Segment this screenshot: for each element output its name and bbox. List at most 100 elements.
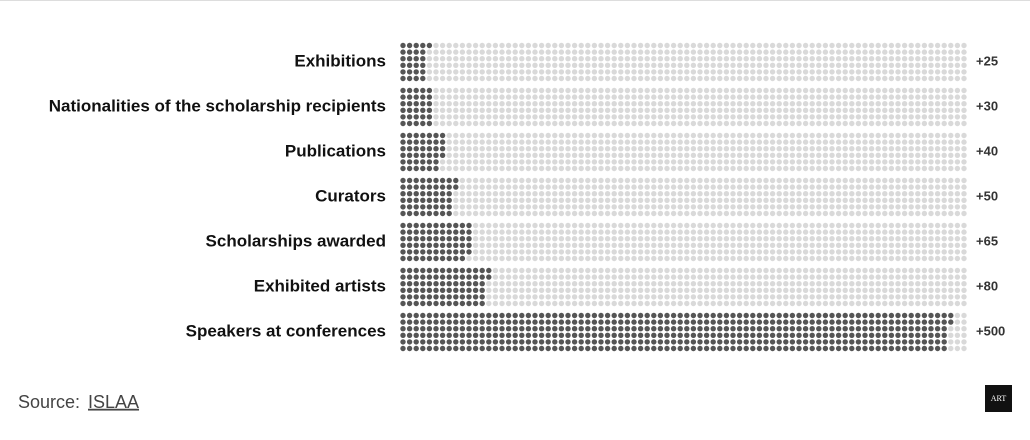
empty-dot bbox=[750, 281, 756, 287]
empty-dot bbox=[552, 146, 558, 152]
empty-dot bbox=[934, 287, 941, 293]
filled-dot bbox=[413, 120, 419, 127]
empty-dot bbox=[710, 191, 716, 197]
empty-dot bbox=[637, 267, 644, 274]
empty-dot bbox=[756, 101, 763, 107]
empty-dot bbox=[446, 152, 452, 158]
empty-dot bbox=[802, 255, 809, 262]
empty-dot bbox=[492, 274, 499, 280]
filled-dot bbox=[545, 345, 551, 352]
filled-dot bbox=[578, 312, 584, 319]
empty-dot bbox=[888, 49, 895, 55]
empty-dot bbox=[835, 177, 842, 184]
empty-dot bbox=[802, 300, 809, 307]
empty-dot bbox=[908, 146, 914, 152]
empty-dot bbox=[519, 236, 525, 242]
empty-dot bbox=[585, 236, 591, 242]
empty-dot bbox=[538, 132, 545, 139]
empty-dot bbox=[532, 191, 538, 197]
filled-dot bbox=[400, 101, 406, 107]
empty-dot bbox=[690, 177, 697, 184]
filled-dot bbox=[882, 332, 888, 338]
empty-dot bbox=[466, 94, 472, 100]
empty-dot bbox=[717, 300, 723, 307]
empty-dot bbox=[637, 281, 644, 287]
filled-dot bbox=[651, 345, 657, 352]
empty-dot bbox=[901, 120, 908, 127]
empty-dot bbox=[789, 229, 796, 235]
empty-dot bbox=[552, 120, 558, 127]
empty-dot bbox=[816, 255, 822, 262]
empty-dot bbox=[862, 210, 868, 217]
source-link[interactable]: ISLAA bbox=[88, 392, 139, 412]
filled-dot bbox=[677, 345, 683, 352]
empty-dot bbox=[835, 249, 842, 255]
filled-dot bbox=[453, 267, 459, 274]
empty-dot bbox=[750, 62, 756, 68]
empty-dot bbox=[763, 165, 769, 172]
filled-dot bbox=[446, 242, 452, 248]
empty-dot bbox=[545, 249, 551, 255]
empty-dot bbox=[637, 249, 644, 255]
empty-dot bbox=[697, 210, 703, 217]
empty-dot bbox=[657, 249, 664, 255]
filled-dot bbox=[519, 312, 525, 319]
empty-dot bbox=[789, 87, 796, 94]
empty-dot bbox=[624, 255, 631, 262]
empty-dot bbox=[961, 229, 967, 235]
empty-dot bbox=[479, 120, 485, 127]
empty-dot bbox=[723, 114, 730, 120]
empty-dot bbox=[565, 87, 571, 94]
empty-dot bbox=[538, 42, 545, 49]
empty-dot bbox=[908, 204, 914, 210]
empty-dot bbox=[743, 42, 749, 49]
empty-dot bbox=[723, 132, 730, 139]
empty-dot bbox=[492, 62, 499, 68]
empty-dot bbox=[888, 107, 895, 114]
empty-dot bbox=[941, 255, 947, 262]
filled-dot bbox=[433, 191, 439, 197]
empty-dot bbox=[552, 281, 558, 287]
empty-dot bbox=[730, 236, 736, 242]
dot-bar bbox=[400, 312, 954, 352]
empty-dot bbox=[624, 210, 631, 217]
empty-dot bbox=[901, 75, 908, 82]
empty-dot bbox=[717, 197, 723, 203]
empty-dot bbox=[565, 300, 571, 307]
filled-dot bbox=[406, 249, 413, 255]
empty-dot bbox=[453, 120, 459, 127]
empty-dot bbox=[802, 236, 809, 242]
empty-dot bbox=[730, 255, 736, 262]
empty-dot bbox=[519, 165, 525, 172]
empty-dot bbox=[644, 159, 650, 165]
empty-dot bbox=[684, 287, 690, 293]
empty-dot bbox=[677, 114, 683, 120]
empty-dot bbox=[855, 287, 862, 293]
empty-dot bbox=[948, 75, 954, 82]
empty-dot bbox=[670, 274, 677, 280]
empty-dot bbox=[486, 210, 492, 217]
empty-dot bbox=[954, 56, 961, 62]
filled-dot bbox=[426, 197, 433, 203]
empty-dot bbox=[604, 139, 611, 145]
empty-dot bbox=[895, 62, 901, 68]
empty-dot bbox=[565, 120, 571, 127]
empty-dot bbox=[631, 94, 637, 100]
filled-dot bbox=[433, 287, 439, 293]
empty-dot bbox=[855, 222, 862, 229]
empty-dot bbox=[604, 49, 611, 55]
dot-grid bbox=[433, 87, 967, 127]
empty-dot bbox=[941, 242, 947, 248]
empty-dot bbox=[783, 177, 789, 184]
empty-dot bbox=[901, 210, 908, 217]
empty-dot bbox=[604, 69, 611, 75]
empty-dot bbox=[868, 204, 875, 210]
empty-dot bbox=[466, 165, 472, 172]
filled-dot bbox=[446, 281, 452, 287]
filled-dot bbox=[763, 326, 769, 332]
empty-dot bbox=[730, 191, 736, 197]
empty-dot bbox=[961, 152, 967, 158]
filled-dot bbox=[406, 339, 413, 345]
empty-dot bbox=[954, 345, 961, 352]
filled-dot bbox=[439, 197, 446, 203]
